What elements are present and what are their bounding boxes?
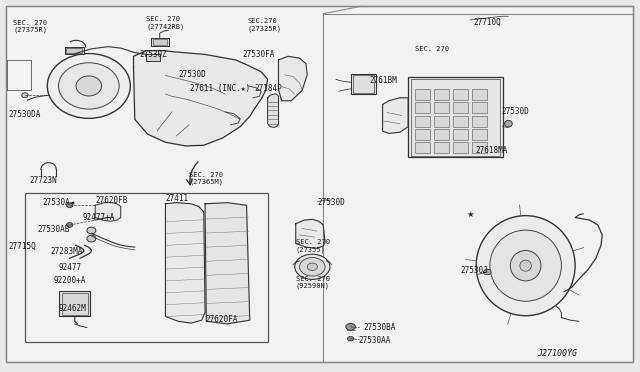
- Ellipse shape: [510, 250, 541, 281]
- Text: 27530J: 27530J: [461, 266, 488, 275]
- Ellipse shape: [67, 203, 73, 208]
- Ellipse shape: [504, 121, 512, 127]
- Text: 27530A◄: 27530A◄: [42, 198, 75, 207]
- Bar: [415, 89, 430, 100]
- Polygon shape: [268, 94, 278, 128]
- Polygon shape: [205, 203, 250, 324]
- Text: 27530AB: 27530AB: [38, 225, 70, 234]
- Ellipse shape: [87, 235, 96, 242]
- Text: 27530D: 27530D: [501, 108, 529, 116]
- Bar: [60, 291, 90, 317]
- Polygon shape: [278, 56, 307, 101]
- Bar: [62, 293, 88, 315]
- Bar: [415, 129, 430, 140]
- Text: 27620FB: 27620FB: [95, 196, 127, 205]
- Bar: [434, 129, 449, 140]
- Ellipse shape: [67, 222, 73, 227]
- Polygon shape: [383, 98, 408, 134]
- Bar: [415, 116, 430, 127]
- Bar: [147, 54, 161, 61]
- Bar: [472, 102, 487, 113]
- Text: 92477: 92477: [58, 263, 81, 272]
- Ellipse shape: [47, 54, 131, 118]
- Bar: [25, 193, 268, 341]
- Ellipse shape: [483, 269, 491, 275]
- Text: 27184P: 27184P: [255, 84, 283, 93]
- Text: J27100YG: J27100YG: [537, 349, 577, 358]
- Text: 92462M: 92462M: [58, 304, 86, 313]
- Bar: [453, 116, 468, 127]
- Bar: [472, 142, 487, 153]
- Text: SEC. 270
(27355): SEC. 270 (27355): [296, 239, 330, 253]
- Bar: [453, 129, 468, 140]
- Text: 27530AA: 27530AA: [358, 336, 390, 345]
- Text: SEC. 270: SEC. 270: [415, 46, 449, 52]
- Text: 92200+A: 92200+A: [53, 276, 85, 285]
- Text: 2761BM: 2761BM: [370, 76, 397, 85]
- Text: 27283MA: 27283MA: [51, 247, 83, 256]
- Ellipse shape: [22, 93, 28, 97]
- Text: 92477+A: 92477+A: [83, 213, 115, 222]
- Bar: [351, 74, 376, 94]
- Text: 27530Z: 27530Z: [140, 50, 168, 59]
- Text: SEC. 270
(27375R): SEC. 270 (27375R): [13, 20, 47, 33]
- Text: 27530D: 27530D: [178, 70, 206, 79]
- Bar: [408, 77, 502, 157]
- Text: ★: ★: [467, 211, 474, 219]
- Ellipse shape: [307, 263, 317, 270]
- Bar: [472, 129, 487, 140]
- Bar: [453, 102, 468, 113]
- Text: 27611 (INC.★): 27611 (INC.★): [189, 84, 250, 93]
- Text: 27618MA: 27618MA: [476, 146, 508, 155]
- Bar: [411, 79, 500, 155]
- Bar: [415, 102, 430, 113]
- Bar: [153, 39, 167, 45]
- Polygon shape: [95, 203, 121, 221]
- Polygon shape: [166, 203, 205, 323]
- Text: SEC. 270
(27365M): SEC. 270 (27365M): [189, 172, 223, 185]
- Text: 27530DA: 27530DA: [8, 110, 41, 119]
- Ellipse shape: [520, 260, 531, 271]
- Text: 27530D: 27530D: [317, 198, 345, 207]
- Bar: [67, 48, 82, 53]
- Bar: [434, 102, 449, 113]
- Ellipse shape: [490, 230, 561, 301]
- Text: SEC. 270
(92590N): SEC. 270 (92590N): [296, 276, 330, 289]
- Bar: [434, 89, 449, 100]
- Ellipse shape: [76, 76, 102, 96]
- Bar: [434, 116, 449, 127]
- Text: SEC.270
(27325R): SEC.270 (27325R): [248, 18, 282, 32]
- Bar: [472, 89, 487, 100]
- Bar: [453, 89, 468, 100]
- Bar: [65, 47, 84, 54]
- Text: 27620FA: 27620FA: [205, 315, 237, 324]
- Ellipse shape: [346, 324, 355, 330]
- Text: SEC. 270
(27742RB): SEC. 270 (27742RB): [147, 16, 184, 30]
- Bar: [353, 75, 374, 93]
- Bar: [434, 142, 449, 153]
- Ellipse shape: [300, 257, 325, 276]
- Ellipse shape: [58, 63, 119, 109]
- Bar: [453, 142, 468, 153]
- Text: 27530FA: 27530FA: [242, 50, 275, 59]
- Ellipse shape: [348, 336, 354, 341]
- Text: 27715Q: 27715Q: [8, 242, 36, 251]
- Text: 27530BA: 27530BA: [364, 323, 396, 332]
- Bar: [415, 142, 430, 153]
- Text: 27411: 27411: [166, 194, 189, 203]
- Polygon shape: [134, 51, 268, 146]
- Ellipse shape: [295, 254, 330, 279]
- Ellipse shape: [476, 216, 575, 316]
- Polygon shape: [296, 219, 325, 248]
- Ellipse shape: [87, 227, 96, 234]
- Text: 27723N: 27723N: [29, 176, 57, 185]
- Bar: [472, 116, 487, 127]
- Text: 27710Q: 27710Q: [473, 19, 501, 28]
- Bar: [151, 38, 169, 46]
